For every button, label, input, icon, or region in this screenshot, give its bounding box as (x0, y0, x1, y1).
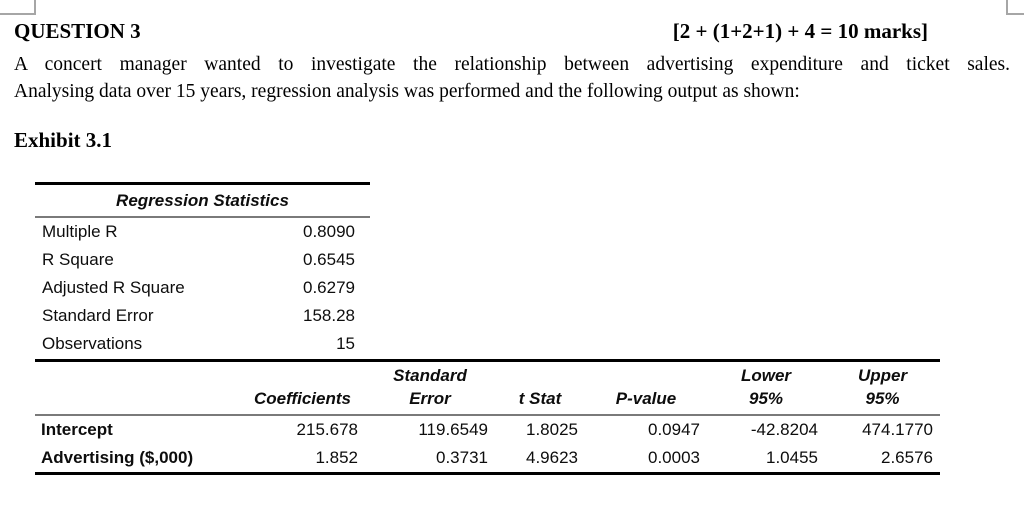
header-coefficients: Coefficients (254, 389, 351, 408)
header-spacer (585, 362, 707, 389)
stat-value: 0.8090 (303, 222, 355, 241)
question-title: QUESTION 3 (14, 19, 141, 43)
question-marks: [2 + (1+2+1) + 4 = 10 marks] (672, 19, 928, 43)
table-row: Observations 15 (35, 330, 370, 358)
regression-statistics-table: Regression Statistics Multiple R 0.8090 … (35, 182, 370, 358)
coefficients-header-row-2: Coefficients Error t Stat P-value 95% 95… (35, 386, 940, 416)
table-row-intercept: Intercept 215.678 119.6549 1.8025 0.0947… (35, 416, 940, 444)
header-upper-line1: Upper (857, 366, 908, 385)
table-row: Adjusted R Square 0.6279 (35, 274, 370, 302)
cell-p-value: 0.0947 (648, 420, 700, 439)
cell-upper-95: 2.6576 (881, 448, 933, 467)
stat-value: 0.6545 (303, 250, 355, 269)
page-corner-mark-right (1006, 0, 1024, 15)
coefficients-header-row-1: Standard Lower Upper (35, 362, 940, 386)
question-paragraph: A concert manager wanted to investigate … (14, 51, 1010, 105)
header-lower-line2: 95% (748, 389, 784, 408)
stat-label: Multiple R (42, 222, 118, 241)
row-label: Advertising ($,000) (41, 448, 194, 467)
header-spacer (35, 362, 240, 389)
cell-coefficient: 1.852 (315, 448, 358, 467)
header-spacer (35, 386, 240, 414)
stat-label: Adjusted R Square (42, 278, 185, 297)
cell-upper-95: 474.1770 (862, 420, 933, 439)
stat-value: 158.28 (303, 306, 355, 325)
cell-standard-error: 119.6549 (418, 420, 488, 439)
cell-p-value: 0.0003 (648, 448, 700, 467)
page-corner-mark-left (0, 0, 36, 15)
header-t-stat: t Stat (518, 389, 562, 408)
stat-label: Observations (42, 334, 143, 353)
table-row: R Square 0.6545 (35, 246, 370, 274)
cell-lower-95: -42.8204 (750, 420, 818, 439)
cell-t-stat: 1.8025 (526, 420, 578, 439)
cell-standard-error: 0.3731 (436, 448, 488, 467)
header-lower-line1: Lower (740, 366, 792, 385)
header-p-value: P-value (615, 389, 677, 408)
table-row: Multiple R 0.8090 (35, 218, 370, 246)
cell-t-stat: 4.9623 (526, 448, 578, 467)
stat-label: Standard Error (42, 306, 154, 325)
regression-statistics-title: Regression Statistics (35, 185, 370, 218)
stat-value: 0.6279 (303, 278, 355, 297)
question-header: QUESTION 3 [2 + (1+2+1) + 4 = 10 marks] (14, 19, 928, 44)
header-upper-line2: 95% (865, 389, 900, 408)
header-spacer (495, 362, 585, 389)
coefficients-table: Standard Lower Upper Coefficients Error … (35, 359, 940, 475)
table-row-advertising: Advertising ($,000) 1.852 0.3731 4.9623 … (35, 444, 940, 475)
cell-lower-95: 1.0455 (766, 448, 818, 467)
header-standard-error-line1: Standard (393, 366, 467, 385)
header-standard-error-line2: Error (409, 389, 451, 408)
table-row: Standard Error 158.28 (35, 302, 370, 330)
stat-value: 15 (336, 334, 355, 353)
exhibit-label: Exhibit 3.1 (14, 128, 113, 152)
cell-coefficient: 215.678 (296, 420, 358, 439)
stat-label: R Square (42, 250, 114, 269)
paragraph-line-2: Analysing data over 15 years, regression… (14, 81, 800, 102)
header-spacer (240, 362, 365, 389)
row-label: Intercept (41, 420, 113, 439)
paragraph-line-1: A concert manager wanted to investigate … (14, 54, 1010, 75)
